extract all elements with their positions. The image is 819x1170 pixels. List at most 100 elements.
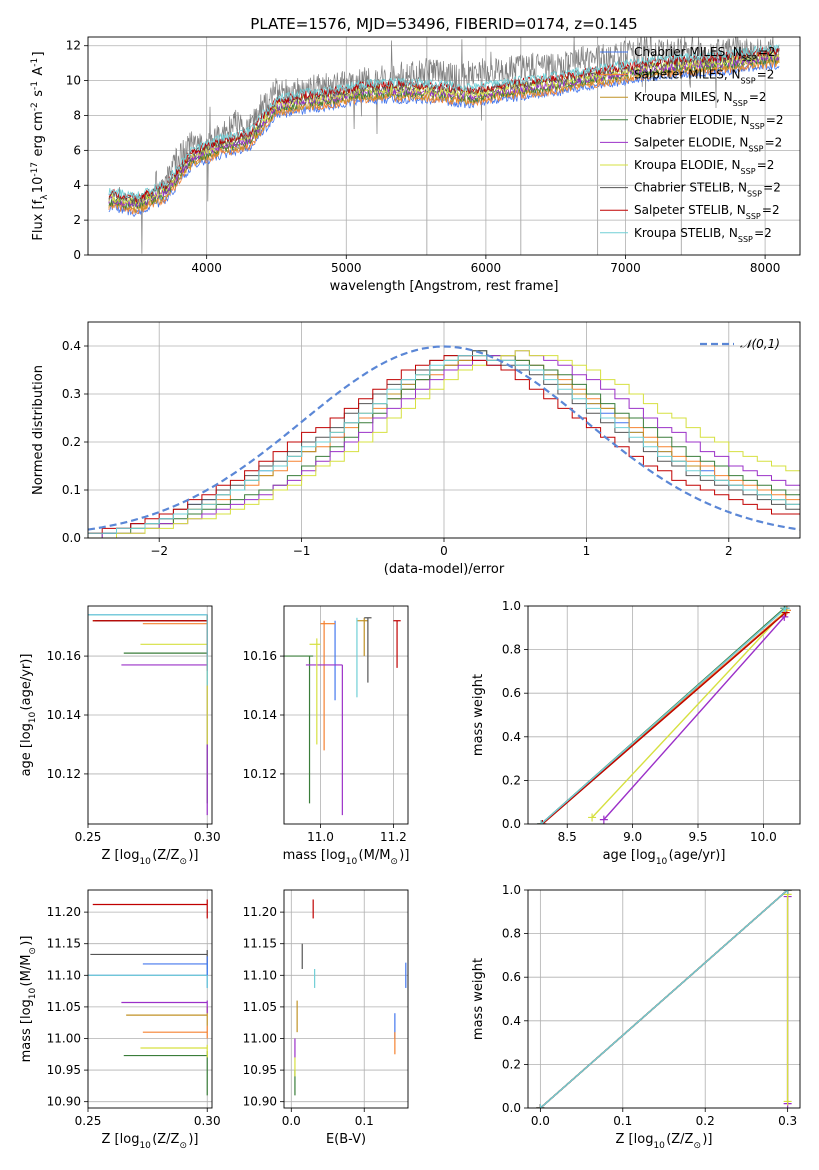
tick-label-x: 0.1 [613, 1114, 632, 1128]
plot-area [537, 606, 791, 824]
cumulative-line [540, 607, 787, 824]
tick-label-y: 0.4 [502, 730, 521, 744]
tick-label-y: 0.4 [502, 1014, 521, 1028]
tick-label-x: 1 [583, 544, 591, 558]
residual-histogram [88, 355, 800, 538]
cumulative-line [539, 890, 789, 1108]
tick-label-y: 10.14 [243, 708, 277, 722]
legend-label: Salpeter STELIB, NSSP =2 [634, 203, 780, 221]
y-axis-label: age [log10 (age/yr)] [19, 654, 38, 777]
error-bar-point [364, 617, 372, 683]
axes-frame [87, 36, 801, 256]
y-axis-label: Flux [fλ 10-17 erg cm-2 s-1 A-1 ] [30, 51, 50, 240]
tick-label-x: 0.30 [194, 1114, 221, 1128]
tick-label-y: 11.00 [243, 1031, 277, 1045]
cumulative-marker [781, 606, 790, 613]
error-bar-point [305, 664, 343, 816]
tick-label-x: 0.2 [696, 1114, 715, 1128]
y-axis-label: mass weight [471, 674, 486, 756]
tick-label-y: 11.10 [47, 968, 81, 982]
cumulative-series [783, 890, 792, 1106]
tick-label-x: 0.25 [75, 1114, 102, 1128]
model-spectrum-line [108, 59, 780, 215]
x-axis-label: E(B-V) [326, 1132, 366, 1147]
panel-age_vs_Z: 0.25 0.30 10.12 10.14 10.16 Z [log10 (Z/Z⊙ )]… [19, 605, 221, 867]
error-bar-point [140, 1044, 208, 1058]
error-bar-point [142, 956, 208, 976]
tick-label-y: 8 [73, 108, 81, 122]
tick-label-y: 0.6 [502, 970, 521, 984]
x-axis-label: (data-model)/error [384, 562, 505, 577]
tick-label-x: 10.0 [750, 830, 777, 844]
x-axis-label: Z [log10 (Z/Z⊙ )] [616, 1132, 713, 1151]
tick-label-y: 0.1 [62, 483, 81, 497]
tick-label-y: 10.90 [47, 1095, 81, 1109]
grid [88, 322, 800, 539]
cumulative-series [588, 606, 790, 822]
error-bar-point [90, 950, 208, 969]
tick-label-y: 12 [66, 39, 81, 53]
tick-label-y: 0.3 [62, 387, 81, 401]
plot-area [294, 899, 407, 1096]
tick-label-y: 10.16 [243, 649, 277, 663]
cumulative-marker [538, 820, 547, 824]
panel-spectrum: 4000 5000 6000 7000 8000 0 2 4 6 8 10 12 wavelength … [30, 36, 801, 294]
cumulative-line [603, 616, 785, 821]
model-spectrum-line [108, 56, 780, 213]
error-bar-point [92, 899, 208, 919]
error-bar-point [88, 962, 208, 988]
tick-label-y: 0.2 [502, 1057, 521, 1071]
error-bar-point [284, 655, 314, 804]
error-bar-point [142, 1025, 208, 1039]
error-bar-point [140, 641, 208, 745]
x-axis-label: Z [log10 (Z/Z⊙ )] [102, 1132, 199, 1151]
tick-label-y: 10.12 [47, 767, 81, 781]
tick-label-y: 10 [66, 74, 81, 88]
cumulative-series [538, 608, 790, 824]
tick-label-y: 0.8 [502, 643, 521, 657]
tick-label-y: 11.00 [47, 1031, 81, 1045]
plot-area [88, 345, 800, 538]
grid [284, 606, 408, 824]
cumulative-marker [599, 815, 608, 824]
tick-label-y: 10.12 [243, 767, 277, 781]
tick-label-y: 11.20 [243, 905, 277, 919]
cumulative-line [541, 611, 787, 824]
tick-label-y: 0.2 [62, 435, 81, 449]
plot-area [88, 899, 208, 1096]
panel-mass_vs_ebv: 0.0 0.1 10.90 10.95 11.00 11.05 11.10 11.15 11.2… [243, 889, 409, 1147]
axes-frame [283, 605, 409, 825]
y-axis-label: mass weight [471, 958, 486, 1040]
axes-frame [87, 889, 213, 1109]
panel-mass_vs_Z: 0.25 0.30 10.90 10.95 11.00 11.05 11.10 11.15 11… [19, 889, 221, 1151]
tick-label-y: 0.0 [502, 1101, 521, 1115]
legend-label: Kroupa MILES, NSSP =2 [634, 90, 767, 108]
x-axis-label: Z [log10 (Z/Z⊙ )] [102, 848, 199, 867]
error-bar-point [88, 614, 208, 686]
tick-label-y: 11.15 [47, 937, 81, 951]
plot-area [536, 890, 792, 1108]
tick-label-x: 0.25 [75, 830, 102, 844]
tick-label-y: 11.05 [47, 1000, 81, 1014]
tick-label-y: 11.15 [243, 937, 277, 951]
axes-frame [87, 605, 213, 825]
tick-label-y: 4 [73, 178, 81, 192]
tick-label-x: 2 [725, 544, 733, 558]
axes-frame [527, 605, 801, 825]
tick-label-x: 4000 [191, 261, 222, 275]
tick-label-x: 8.5 [558, 830, 577, 844]
panel-cumulative_age: 8.5 9.0 9.5 10.0 0.0 0.2 0.4 0.6 0.8 1.0 age [log1… [471, 599, 801, 867]
x-axis-label: wavelength [Angstrom, rest frame] [330, 279, 559, 294]
tick-label-x: 0.1 [355, 1114, 374, 1128]
tick-label-x: 0.0 [531, 1114, 550, 1128]
grid [284, 890, 408, 1108]
error-bar-point [309, 638, 321, 745]
tick-label-y: 11.10 [243, 968, 277, 982]
figure-title: PLATE=1576, MJD=53496, FIBERID=0174, z=0… [250, 15, 637, 33]
model-spectrum-line [108, 49, 780, 206]
tick-label-y: 0.6 [502, 686, 521, 700]
tick-label-x: 0 [440, 544, 448, 558]
legend-label: Chabrier STELIB, NSSP =2 [634, 181, 781, 199]
normal-reference-curve [88, 345, 800, 531]
